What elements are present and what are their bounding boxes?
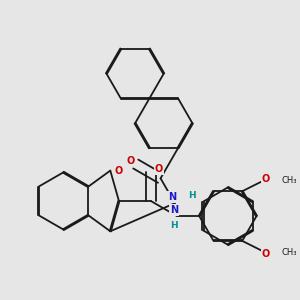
Text: O: O [114, 166, 122, 176]
Text: O: O [262, 173, 270, 184]
Text: CH₃: CH₃ [282, 248, 298, 256]
Text: N: N [170, 205, 178, 215]
Text: N: N [168, 192, 176, 202]
Text: O: O [262, 249, 270, 259]
Text: CH₃: CH₃ [282, 176, 298, 184]
Text: O: O [127, 156, 135, 166]
Text: H: H [170, 221, 178, 230]
Text: O: O [154, 164, 163, 174]
Text: H: H [189, 191, 196, 200]
